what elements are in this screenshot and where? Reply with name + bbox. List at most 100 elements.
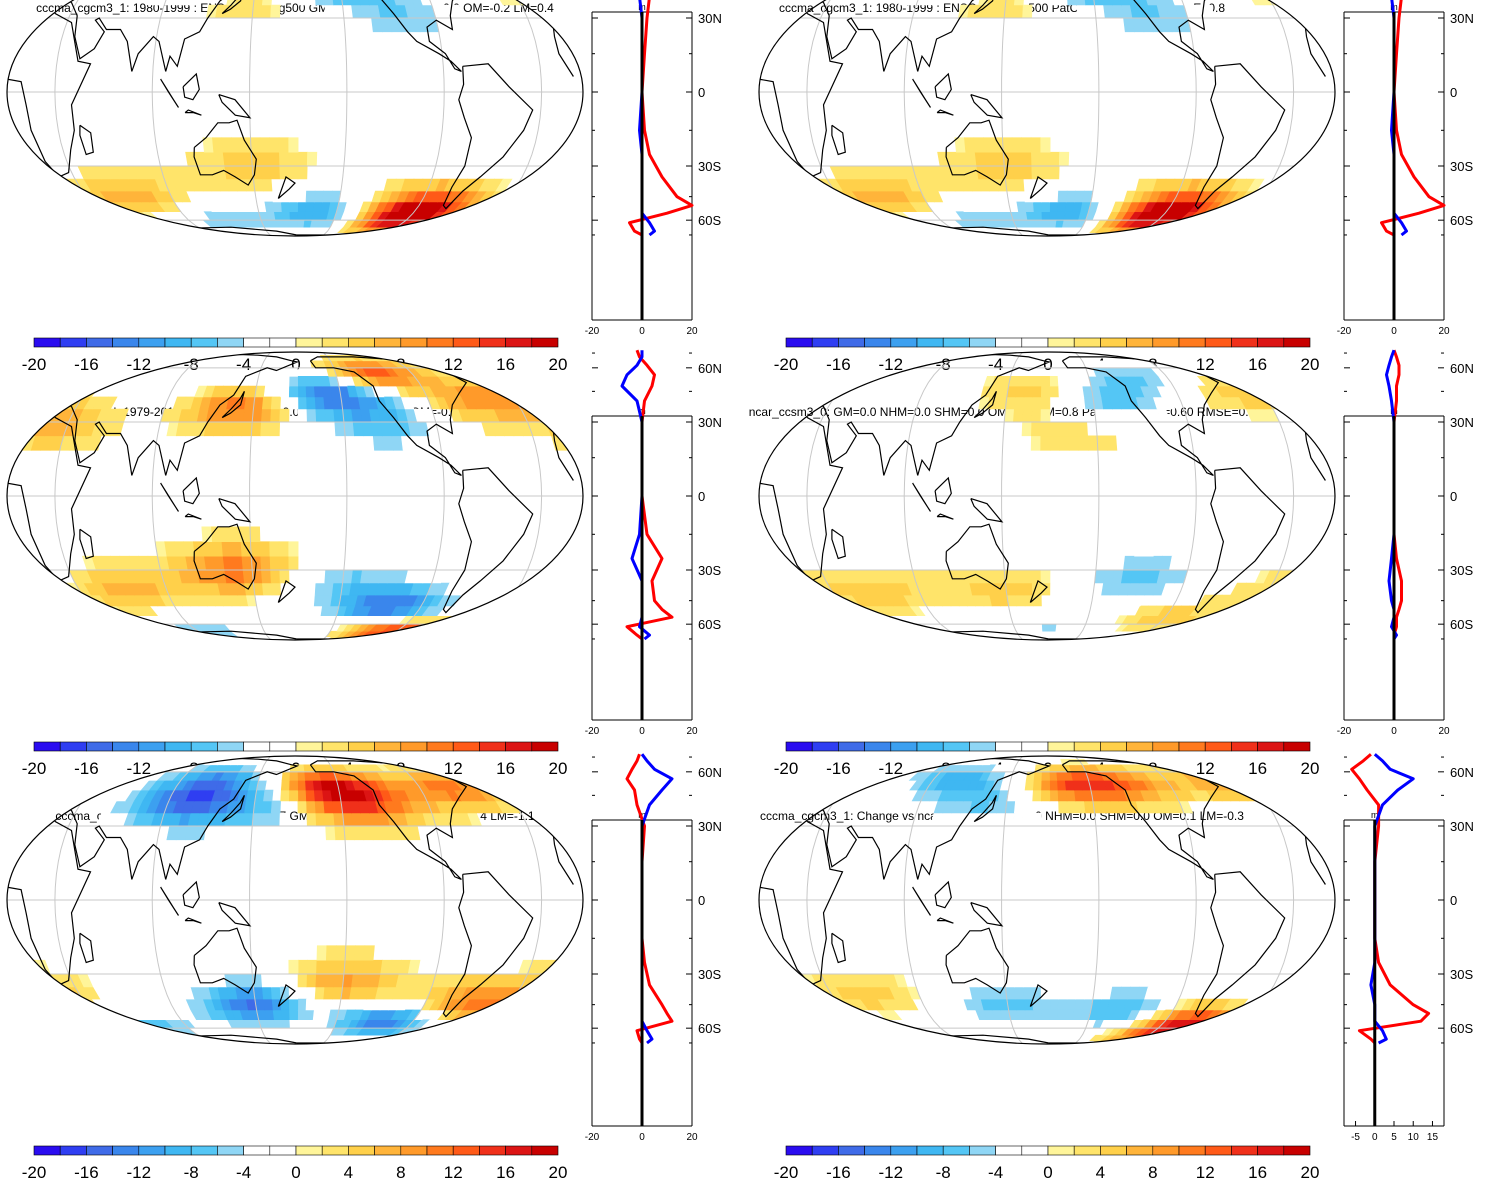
profile-xtick: 10 (1408, 1132, 1420, 1143)
colorbar-swatch (190, 337, 218, 348)
colorbar-label: -4 (236, 1163, 251, 1179)
colorbar-label: 8 (396, 1163, 405, 1179)
lat-label: 30N (1450, 819, 1474, 834)
panel-title: cccma_cgcm3_1: 1980-1999 : ENSO Tele. : … (36, 1, 554, 15)
colorbar-label: 8 (1148, 1163, 1157, 1179)
zonal-profile: m -5 0 5 10 15 60N 30N 0 30S 60S (1343, 753, 1474, 1143)
colorbar-swatch (505, 741, 533, 752)
colorbar-swatch (505, 1145, 533, 1156)
colorbar-label: -12 (879, 355, 904, 374)
lat-label: 60N (1450, 361, 1474, 376)
colorbar-swatch (785, 1145, 813, 1156)
colorbar-label: 16 (496, 355, 515, 374)
colorbar-swatch (33, 741, 61, 752)
colorbar-swatch (942, 337, 970, 348)
colorbar-label: -12 (127, 355, 152, 374)
colorbar-swatch (1152, 337, 1180, 348)
colorbar-swatch (785, 337, 813, 348)
colorbar-swatch (33, 1145, 61, 1156)
colorbar-label: 16 (496, 759, 515, 778)
colorbar-swatch (1178, 741, 1206, 752)
colorbar-swatch (1073, 741, 1101, 752)
colorbar-label: -20 (774, 1163, 799, 1179)
lat-label: 60N (698, 765, 722, 780)
colorbar-label: 0 (291, 1163, 300, 1179)
colorbar-swatch (400, 1145, 428, 1156)
lat-label: 30N (1450, 11, 1474, 26)
panel-3: ERAI: 1979-2017 Uncer=100m GM=0.0 NHM=0.… (6, 349, 722, 778)
colorbar-swatch (164, 741, 192, 752)
lat-label: 30N (1450, 415, 1474, 430)
colorbar-label: -16 (826, 355, 851, 374)
colorbar-swatch (1231, 741, 1258, 752)
colorbar-label: -12 (127, 759, 152, 778)
colorbar-swatch (969, 337, 996, 348)
colorbar-swatch (426, 1145, 454, 1156)
colorbar-label: 20 (1301, 355, 1320, 374)
colorbar-swatch (1231, 1145, 1258, 1156)
lat-label: 30S (698, 967, 721, 982)
profile-xtick: -20 (1337, 726, 1352, 737)
colorbar-swatch (348, 1145, 375, 1156)
colorbar-swatch (838, 337, 865, 348)
colorbar-swatch (1126, 1145, 1154, 1156)
colorbar-swatch (1100, 741, 1127, 752)
colorbar-label: 12 (444, 759, 463, 778)
colorbar-swatch (269, 337, 297, 348)
profile-xtick: -20 (585, 726, 600, 737)
profile-xtick: 20 (686, 726, 698, 737)
colorbar-swatch (1021, 741, 1049, 752)
colorbar-label: 12 (444, 355, 463, 374)
lat-label: 30S (698, 563, 721, 578)
lat-label: 0 (1450, 893, 1457, 908)
profile-series-positive (625, 349, 674, 641)
colorbar-swatch (864, 741, 892, 752)
colorbar-label: 16 (1248, 759, 1267, 778)
lat-label: 30N (698, 819, 722, 834)
colorbar-swatch (916, 337, 944, 348)
colorbar-swatch (1073, 337, 1101, 348)
map-field (759, 0, 1335, 236)
colorbar-label: -8 (184, 1163, 199, 1179)
panel-5: cccma_cgcm3_1: Bias vs ERAI: 1979-2017 G… (6, 753, 722, 1182)
colorbar-swatch (295, 337, 323, 348)
lat-label: 60N (698, 361, 722, 376)
colorbar-swatch (269, 741, 297, 752)
map-field (759, 756, 1335, 1044)
colorbar-label: 4 (1096, 1163, 1105, 1179)
colorbar-swatch (1047, 741, 1075, 752)
colorbar-label: 0 (291, 355, 300, 374)
colorbar-swatch (479, 741, 506, 752)
profile-xtick: -20 (1337, 326, 1352, 337)
colorbar-swatch (890, 1145, 918, 1156)
colorbar-label: -4 (988, 355, 1003, 374)
colorbar-swatch (452, 741, 480, 752)
colorbar-swatch (1204, 337, 1232, 348)
colorbar-swatch (426, 337, 454, 348)
lat-label: 0 (698, 85, 705, 100)
colorbar-swatch (890, 337, 918, 348)
colorbar-swatch (890, 741, 918, 752)
colorbar-swatch (190, 1145, 218, 1156)
colorbar-label: -20 (22, 759, 47, 778)
colorbar-swatch (942, 1145, 970, 1156)
profile-xtick: 20 (1438, 326, 1450, 337)
colorbar-swatch (479, 1145, 506, 1156)
colorbar-swatch (374, 1145, 402, 1156)
colorbar-swatch (295, 741, 323, 752)
colorbar-label: -8 (936, 1163, 951, 1179)
colorbar-swatch (400, 337, 428, 348)
colorbar-swatch (916, 1145, 944, 1156)
colorbar-swatch (942, 741, 970, 752)
colorbar-label: 20 (1301, 1163, 1320, 1179)
lat-label: 30S (1450, 967, 1473, 982)
colorbar-swatch (138, 337, 166, 348)
colorbar-label: -16 (74, 1163, 99, 1179)
colorbar-label: 20 (1301, 759, 1320, 778)
colorbar-label: -4 (236, 355, 251, 374)
map-field (759, 352, 1335, 640)
